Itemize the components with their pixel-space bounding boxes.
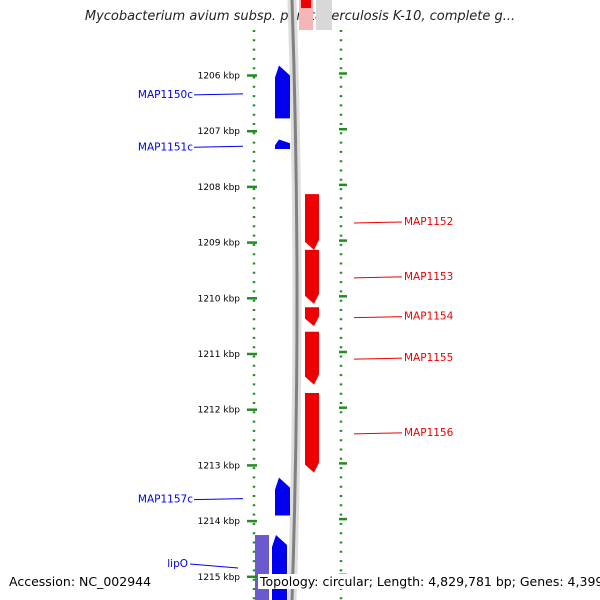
leader-line-MAP1154 [353, 316, 403, 319]
scale-tick-label: 1210 kbp [198, 294, 241, 304]
leader-line-MAP1156 [353, 432, 403, 435]
gene-label-MAP1152[interactable]: MAP1152 [404, 216, 453, 228]
scale-tick-label: 1213 kbp [198, 461, 241, 471]
gene-label-MAP1154[interactable]: MAP1154 [404, 311, 454, 323]
scale-tick-label: 1208 kbp [198, 183, 241, 193]
scale-tick-label: 1215 kbp [198, 573, 241, 583]
tick-layer: 1206 kbp 1207 kbp 1208 kbp 1209 kbp 1210 kbp… [198, 72, 347, 583]
backbone-arc [290, 0, 299, 600]
ring-layer [252, 0, 343, 600]
gene-label-MAP1151c[interactable]: MAP1151c [138, 141, 193, 153]
gene-layer [255, 65, 319, 600]
scale-tick-label: 1207 kbp [198, 127, 241, 137]
gene-MAP1151c[interactable] [275, 139, 290, 150]
gene-MAP1157c[interactable] [275, 477, 290, 516]
gene-label-MAP1155[interactable]: MAP1155 [404, 352, 453, 364]
gene-label-MAP1156[interactable]: MAP1156 [404, 427, 454, 439]
scale-tick-label: 1214 kbp [198, 517, 241, 527]
scale-tick-label: 1211 kbp [198, 350, 241, 360]
gene-label-lipO[interactable]: lipO [167, 558, 188, 570]
accession-label: Accession: NC_002944 [7, 574, 154, 589]
faded-gene-top-other [316, 0, 332, 30]
leader-line-lipO [189, 563, 239, 569]
topology-label: Topology: circular; Length: 4,829,781 bp… [258, 574, 600, 589]
gene-MAP1154[interactable] [305, 307, 319, 327]
gene-lipO[interactable] [272, 535, 287, 600]
leader-line-MAP1152 [353, 221, 403, 224]
leader-line-MAP1153 [353, 276, 403, 279]
scale-tick-label: 1212 kbp [198, 406, 241, 416]
leader-line-MAP1150c [193, 93, 244, 96]
leader-line-MAP1155 [353, 357, 403, 360]
scale-tick-label: 1206 kbp [198, 72, 241, 82]
gene-MAP1156[interactable] [305, 392, 319, 473]
gene-MAP1152[interactable] [305, 194, 319, 250]
gene-MAP1155[interactable] [305, 331, 319, 385]
leader-line-MAP1157c [193, 498, 244, 501]
gene-MAP1150c[interactable] [275, 65, 290, 119]
gene-MAP1153[interactable] [305, 249, 319, 304]
gene-lipO-overlap [255, 535, 269, 600]
gene-label-MAP1150c[interactable]: MAP1150c [138, 89, 193, 101]
gene-top-forward-edge [301, 0, 311, 8]
leader-line-MAP1151c [193, 145, 244, 148]
gene-label-MAP1153[interactable]: MAP1153 [404, 271, 453, 283]
scale-tick-label: 1209 kbp [198, 239, 241, 249]
label-layer: MAP1150c MAP1151c MAP1152 MAP1153 MAP1154 MAP… [138, 89, 454, 570]
gene-label-MAP1157c[interactable]: MAP1157c [138, 494, 193, 506]
